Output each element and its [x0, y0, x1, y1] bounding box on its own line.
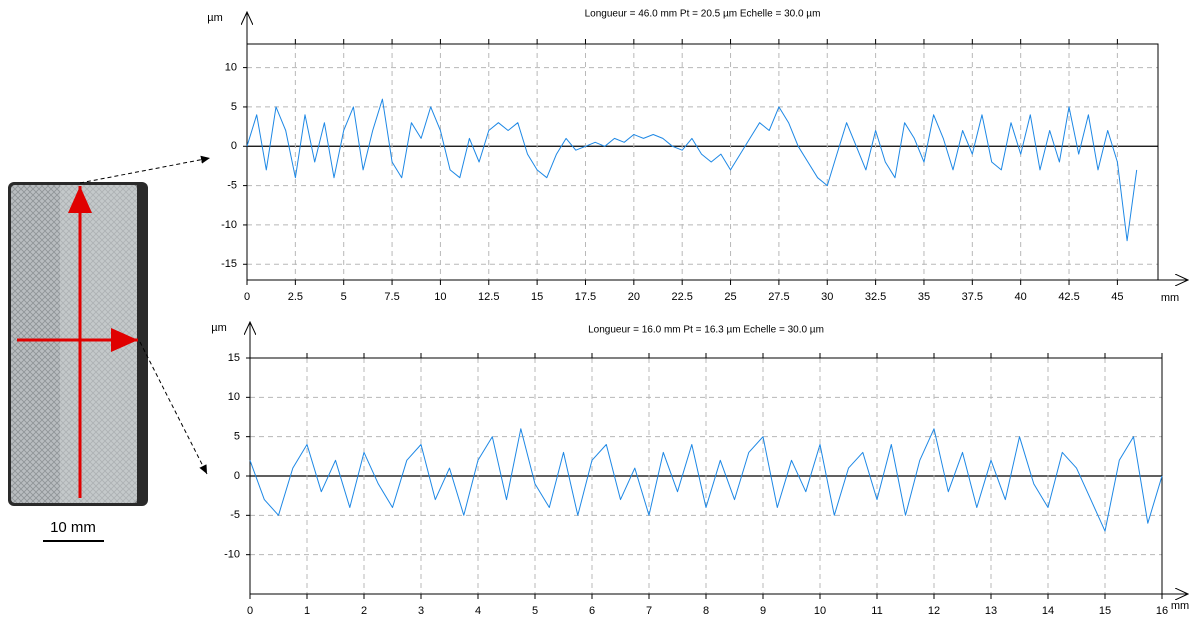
- y-tick-label: -5: [230, 509, 240, 521]
- y-axis-label: µm: [211, 322, 227, 334]
- x-tick-label: 8: [703, 605, 709, 617]
- x-tick-label: 12: [928, 605, 940, 617]
- x-tick-label: 40: [1015, 291, 1027, 303]
- x-tick-label: 14: [1042, 605, 1054, 617]
- x-tick-label: 6: [589, 605, 595, 617]
- x-tick-label: 42.5: [1058, 291, 1079, 303]
- y-tick-label: 0: [231, 140, 237, 152]
- x-tick-label: 15: [531, 291, 543, 303]
- x-tick-label: 2: [361, 605, 367, 617]
- x-tick-label: 0: [244, 291, 250, 303]
- x-tick-label: 45: [1111, 291, 1123, 303]
- y-axis-label: µm: [207, 12, 223, 24]
- x-tick-label: 5: [341, 291, 347, 303]
- y-tick-label: -5: [227, 180, 237, 192]
- y-tick-label: -15: [221, 258, 237, 270]
- x-tick-label: 10: [434, 291, 446, 303]
- x-tick-label: 32.5: [865, 291, 886, 303]
- x-tick-label: 0: [247, 605, 253, 617]
- scale-label: 10 mm: [50, 519, 96, 536]
- x-tick-label: 17.5: [575, 291, 596, 303]
- x-tick-label: 15: [1099, 605, 1111, 617]
- y-tick-label: 5: [234, 431, 240, 443]
- x-tick-label: 11: [871, 605, 882, 617]
- y-tick-label: -10: [224, 549, 240, 561]
- y-tick-label: 0: [234, 470, 240, 482]
- x-tick-label: 13: [985, 605, 997, 617]
- y-tick-label: 15: [228, 352, 240, 364]
- x-tick-label: 7.5: [384, 291, 399, 303]
- x-tick-label: 25: [724, 291, 736, 303]
- chart-title: Longueur = 16.0 mm Pt = 16.3 µm Echelle …: [588, 325, 824, 336]
- x-axis-label: mm: [1171, 600, 1189, 612]
- profile-line: [249, 428, 1163, 532]
- x-tick-label: 3: [418, 605, 424, 617]
- y-tick-label: 10: [225, 62, 237, 74]
- x-tick-label: 27.5: [768, 291, 789, 303]
- x-tick-label: 4: [475, 605, 481, 617]
- x-tick-label: 7: [646, 605, 652, 617]
- x-tick-label: 1: [304, 605, 310, 617]
- x-axis-label: mm: [1161, 292, 1179, 304]
- x-tick-label: 22.5: [671, 291, 692, 303]
- plot-frame: [246, 43, 1159, 281]
- sample-photo: 10 mm: [8, 155, 211, 542]
- x-tick-label: 20: [628, 291, 640, 303]
- y-tick-label: 5: [231, 101, 237, 113]
- y-tick-label: -10: [221, 219, 237, 231]
- x-tick-label: 9: [760, 605, 766, 617]
- x-tick-label: 10: [814, 605, 826, 617]
- x-tick-label: 37.5: [962, 291, 983, 303]
- x-tick-label: 35: [918, 291, 930, 303]
- x-tick-label: 5: [532, 605, 538, 617]
- x-tick-label: 16: [1156, 605, 1168, 617]
- x-tick-label: 12.5: [478, 291, 499, 303]
- profile-line: [246, 98, 1138, 242]
- x-tick-label: 2.5: [288, 291, 303, 303]
- chart-title: Longueur = 46.0 mm Pt = 20.5 µm Echelle …: [585, 9, 821, 20]
- x-tick-label: 30: [821, 291, 833, 303]
- y-tick-label: 10: [228, 391, 240, 403]
